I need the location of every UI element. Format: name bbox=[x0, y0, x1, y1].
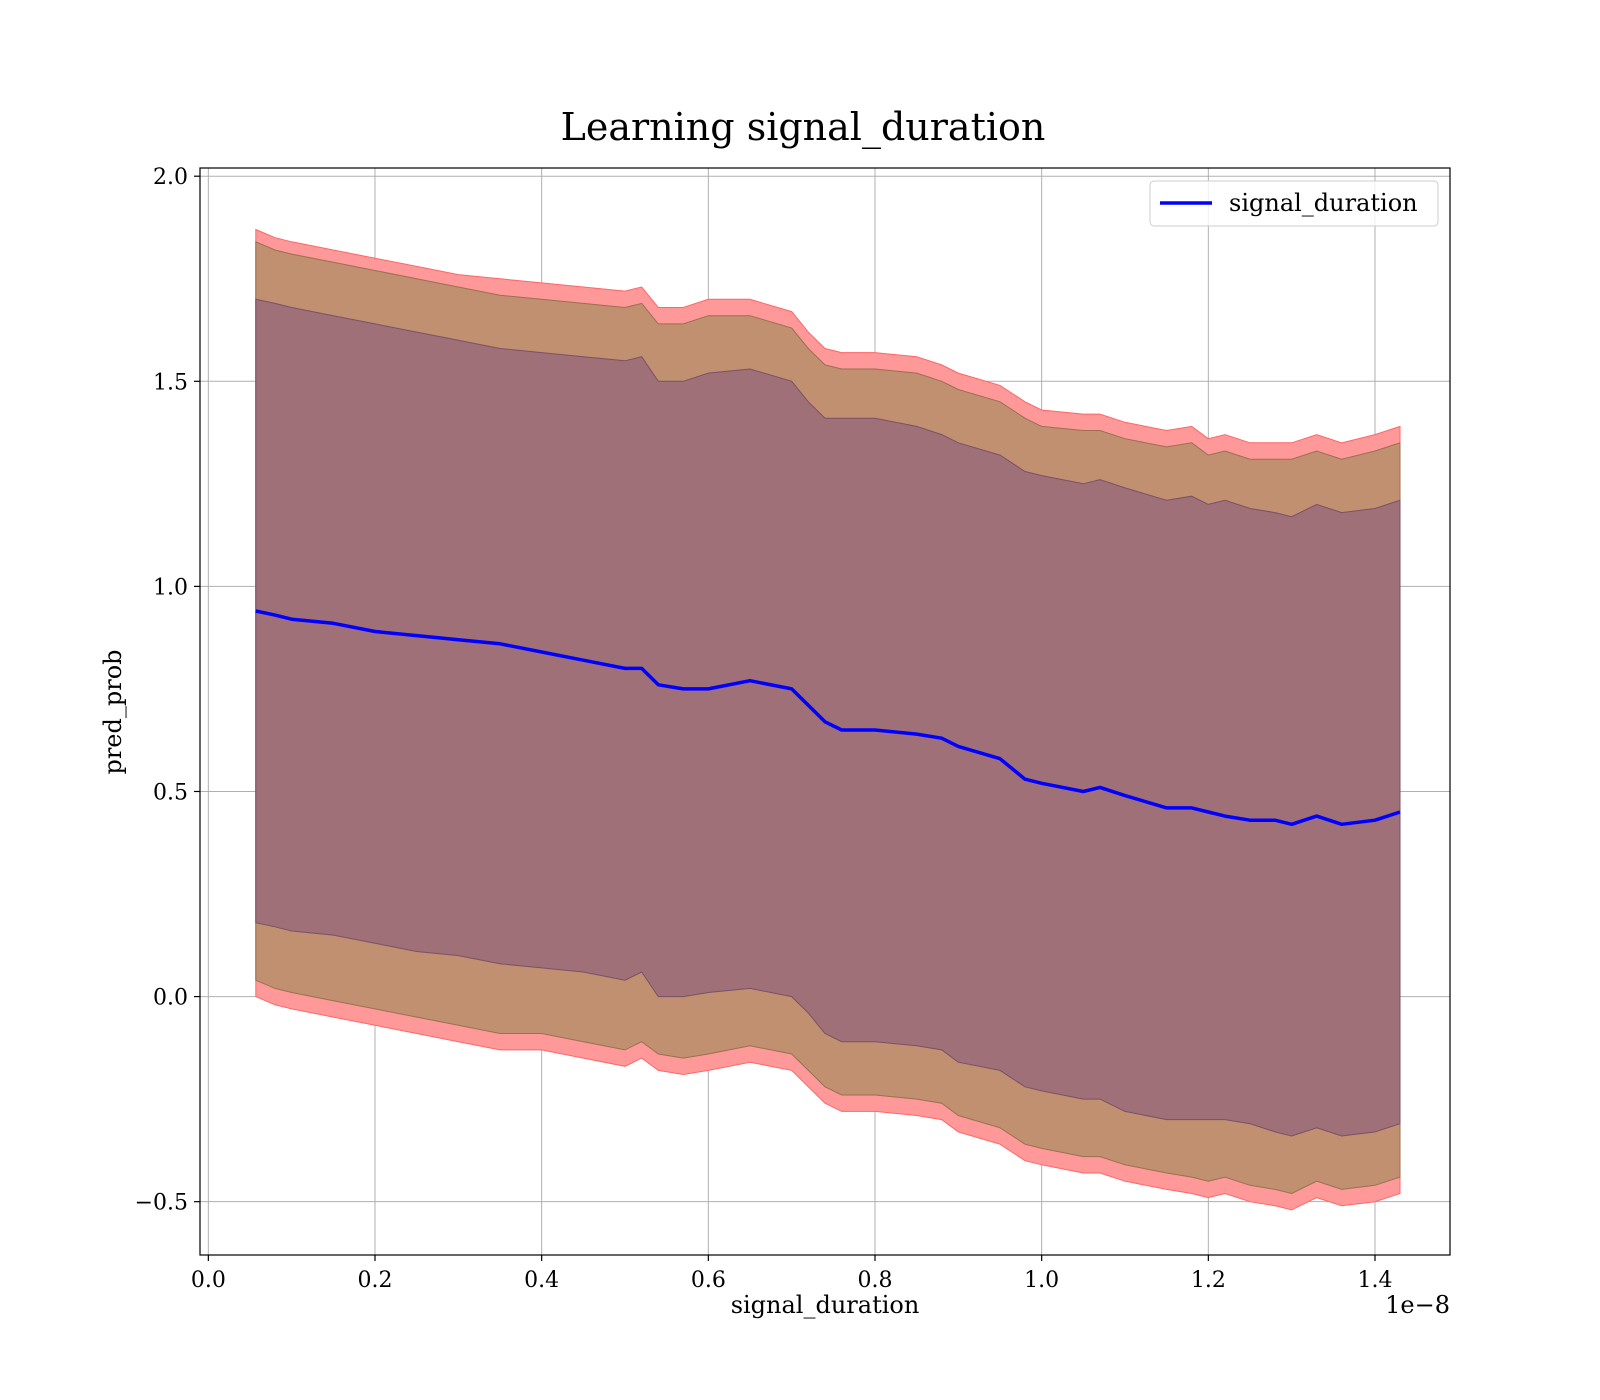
y-tick-label: 0.5 bbox=[153, 780, 188, 805]
plot-frame bbox=[199, 167, 1451, 1256]
confidence-bands bbox=[255, 228, 1401, 1211]
y-tick-label: −0.5 bbox=[135, 1191, 188, 1216]
x-axis-ticks: 0.0 0.2 0.4 0.6 0.8 1.0 1.2 1.4 bbox=[191, 1255, 1393, 1293]
chart-title: Learning signal_duration bbox=[561, 105, 1046, 150]
x-axis-label: signal_duration bbox=[731, 1291, 920, 1319]
legend-label: signal_duration bbox=[1229, 189, 1418, 217]
y-axis-label: pred_prob bbox=[99, 649, 127, 774]
y-tick-label: 0.0 bbox=[153, 986, 188, 1011]
x-tick-label: 0.0 bbox=[191, 1268, 226, 1293]
y-tick-label: 2.0 bbox=[153, 165, 188, 190]
x-axis-offset-label: 1e−8 bbox=[1385, 1291, 1450, 1319]
band-inner bbox=[255, 298, 1401, 1137]
y-axis-ticks: −0.5 0.0 0.5 1.0 1.5 2.0 bbox=[135, 165, 200, 1216]
legend: signal_duration bbox=[1149, 180, 1439, 227]
x-tick-label: 1.0 bbox=[1024, 1268, 1059, 1293]
series-line-signal_duration bbox=[255, 609, 1401, 827]
series-lines bbox=[255, 609, 1401, 827]
y-tick-label: 1.0 bbox=[153, 575, 188, 600]
x-tick-label: 0.2 bbox=[358, 1268, 393, 1293]
x-tick-label: 0.8 bbox=[858, 1268, 893, 1293]
y-tick-label: 1.5 bbox=[153, 370, 188, 395]
x-tick-label: 1.4 bbox=[1358, 1268, 1393, 1293]
x-tick-label: 1.2 bbox=[1191, 1268, 1226, 1293]
x-tick-label: 0.6 bbox=[691, 1268, 726, 1293]
x-tick-label: 0.4 bbox=[524, 1268, 559, 1293]
legend-box bbox=[1149, 180, 1439, 227]
